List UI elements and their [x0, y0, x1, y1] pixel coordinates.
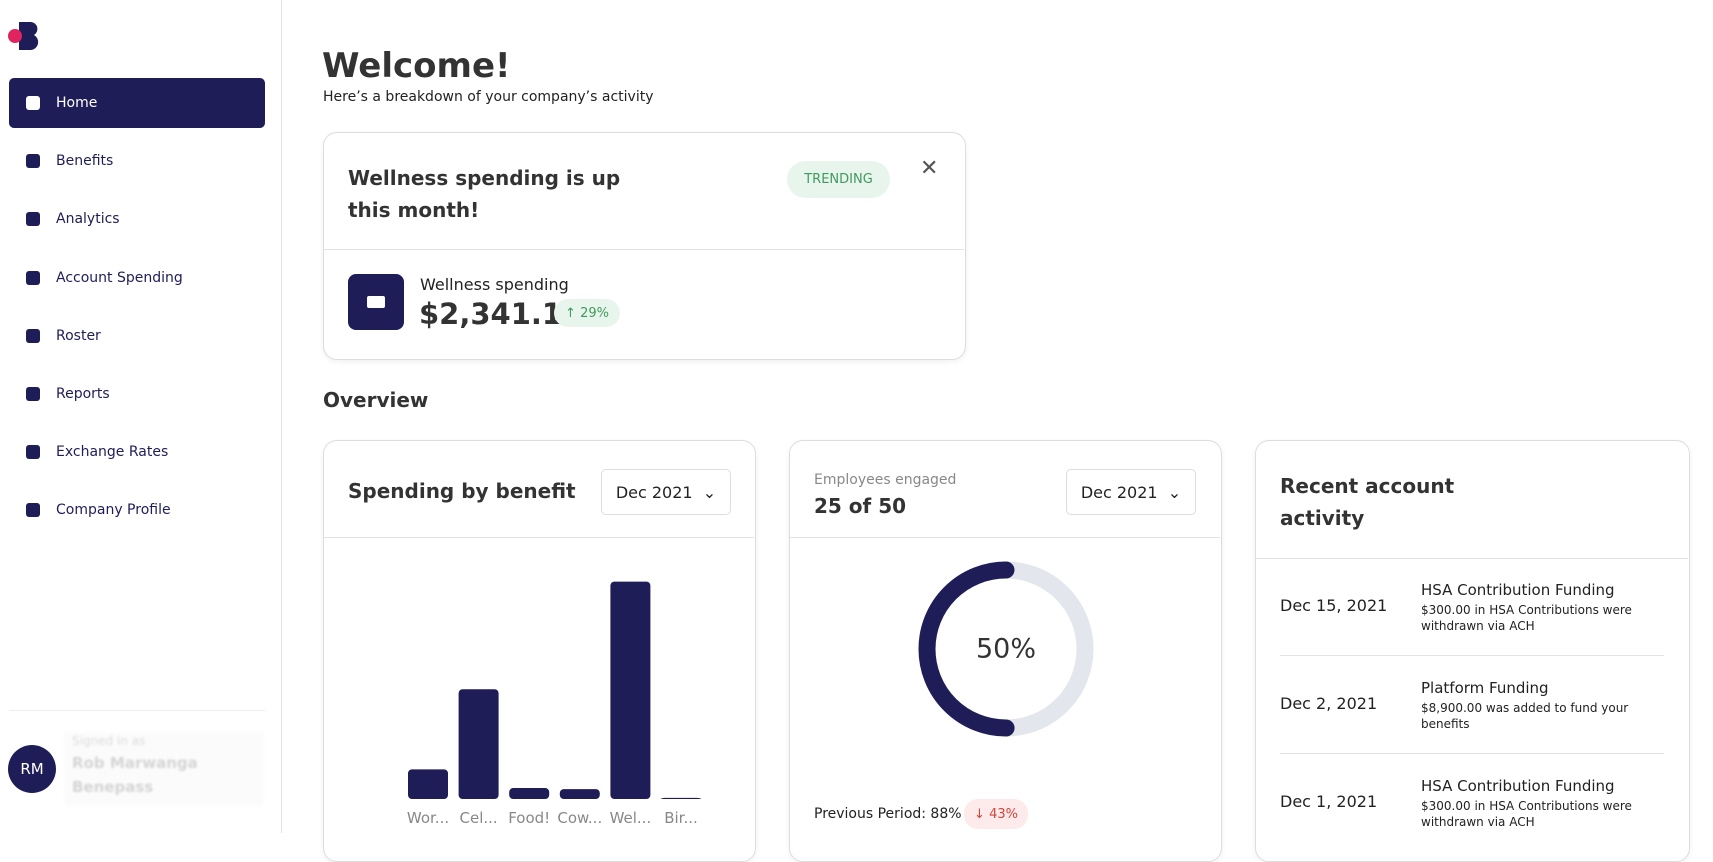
period: Dec 2021	[615, 482, 693, 502]
card-title: Spending by benefit	[348, 479, 576, 503]
nav-item[interactable]: Reports	[9, 369, 265, 419]
x-tick-label: Bir...	[664, 809, 698, 827]
nav-icon	[26, 445, 40, 459]
activity-date: Dec 15, 2021	[1280, 596, 1388, 615]
nav-item[interactable]: Company Profile	[9, 485, 265, 535]
change-badge: ↓ 43%	[964, 799, 1028, 829]
close-button[interactable]: ✕	[920, 156, 939, 181]
x-tick-label: Food!	[508, 809, 550, 827]
nav-label: Home	[56, 95, 98, 111]
nav-icon	[26, 96, 40, 110]
nav-label: Exchange Rates	[56, 444, 169, 460]
change-value: 29%	[580, 305, 609, 321]
page-title: Welcome!	[322, 46, 511, 86]
nav-item[interactable]: Benefits	[9, 136, 265, 186]
nav-icon	[26, 503, 40, 517]
activity-date: Dec 1, 2021	[1280, 792, 1378, 811]
nav-item[interactable]: Home	[9, 78, 265, 128]
nav-item[interactable]: Roster	[9, 311, 265, 361]
bar	[661, 797, 701, 799]
nav-item[interactable]: Account Spending	[9, 253, 265, 303]
nav-label: Analytics	[56, 211, 120, 227]
activity-desc: $300.00 in HSA Contributions were withdr…	[1421, 603, 1632, 633]
nav-label: Reports	[56, 386, 110, 402]
activity-desc: $8,900.00 was added to fund your benefit…	[1421, 701, 1629, 731]
bar	[408, 769, 448, 799]
activity-desc: $300.00 in HSA Contributions were withdr…	[1421, 799, 1632, 829]
engaged-count: 25 of 50	[814, 494, 907, 518]
nav-item[interactable]: Analytics	[9, 194, 265, 244]
divider	[324, 249, 964, 250]
trending-badge: TRENDING	[787, 161, 890, 198]
bar	[559, 789, 600, 799]
page-subtitle: Here’s a breakdown of your company’s act…	[323, 89, 654, 105]
activity-card	[1255, 440, 1690, 862]
user-box[interactable]: Signed in as Rob Marwanga Benepass	[64, 732, 264, 806]
period: Dec 2021	[1080, 482, 1158, 502]
bar	[458, 689, 499, 799]
nav-item[interactable]: Exchange Rates	[9, 427, 265, 477]
avatar[interactable]: RM	[8, 745, 56, 793]
card-icon	[348, 274, 404, 330]
donut: 50%	[918, 561, 1094, 737]
x-tick-label: Cel...	[460, 809, 498, 827]
user-company: Benepass	[72, 778, 154, 796]
divider	[1280, 753, 1664, 754]
previous-period: Previous Period: 88%	[814, 806, 962, 822]
divider	[1280, 655, 1664, 656]
change-value: 43%	[989, 806, 1018, 822]
nav-icon	[26, 329, 40, 343]
x-tick-label: Wel...	[610, 809, 652, 827]
alert-title: Wellness spending is up this month!	[348, 166, 621, 222]
nav-icon	[26, 212, 40, 226]
change-badge: ↑ 29%	[554, 299, 620, 327]
nav-icon	[26, 271, 40, 285]
activity-title: HSA Contribution Funding	[1421, 777, 1615, 795]
nav-label: Account Spending	[56, 270, 183, 286]
sidebar	[0, 0, 282, 833]
x-tick-label: Cow...	[557, 809, 602, 827]
nav-label: Company Profile	[56, 502, 171, 518]
user-name: Rob Marwanga	[72, 754, 198, 772]
metric-label: Wellness spending	[420, 275, 569, 294]
bar-chart: Wor... Cel... Food! Cow... Wel... Bir...	[407, 581, 701, 827]
engagement-card	[789, 440, 1222, 862]
divider	[1256, 558, 1688, 559]
divider	[790, 537, 1220, 538]
nav-label: Roster	[56, 328, 101, 344]
bar	[610, 581, 651, 799]
signed-in: Signed in as	[72, 734, 146, 748]
section-title: Overview	[323, 388, 429, 412]
nav-icon	[26, 154, 40, 168]
activity-title: Platform Funding	[1421, 679, 1549, 697]
divider	[324, 537, 754, 538]
x-tick-label: Wor...	[407, 809, 449, 827]
donut-arc	[918, 561, 1094, 737]
period-dropdown[interactable]: Dec 2021 ⌄	[601, 469, 731, 515]
nav-label: Benefits	[56, 153, 114, 169]
logo	[8, 22, 39, 50]
card-title: Recent account activity	[1280, 474, 1455, 530]
nav-icon	[26, 387, 40, 401]
donut-label: 50%	[976, 634, 1036, 665]
divider	[9, 710, 265, 711]
engaged-label: Employees engaged	[814, 472, 957, 488]
bar	[509, 788, 550, 799]
activity-title: HSA Contribution Funding	[1421, 581, 1615, 599]
activity-date: Dec 2, 2021	[1280, 694, 1378, 713]
period-dropdown[interactable]: Dec 2021 ⌄	[1066, 469, 1196, 515]
